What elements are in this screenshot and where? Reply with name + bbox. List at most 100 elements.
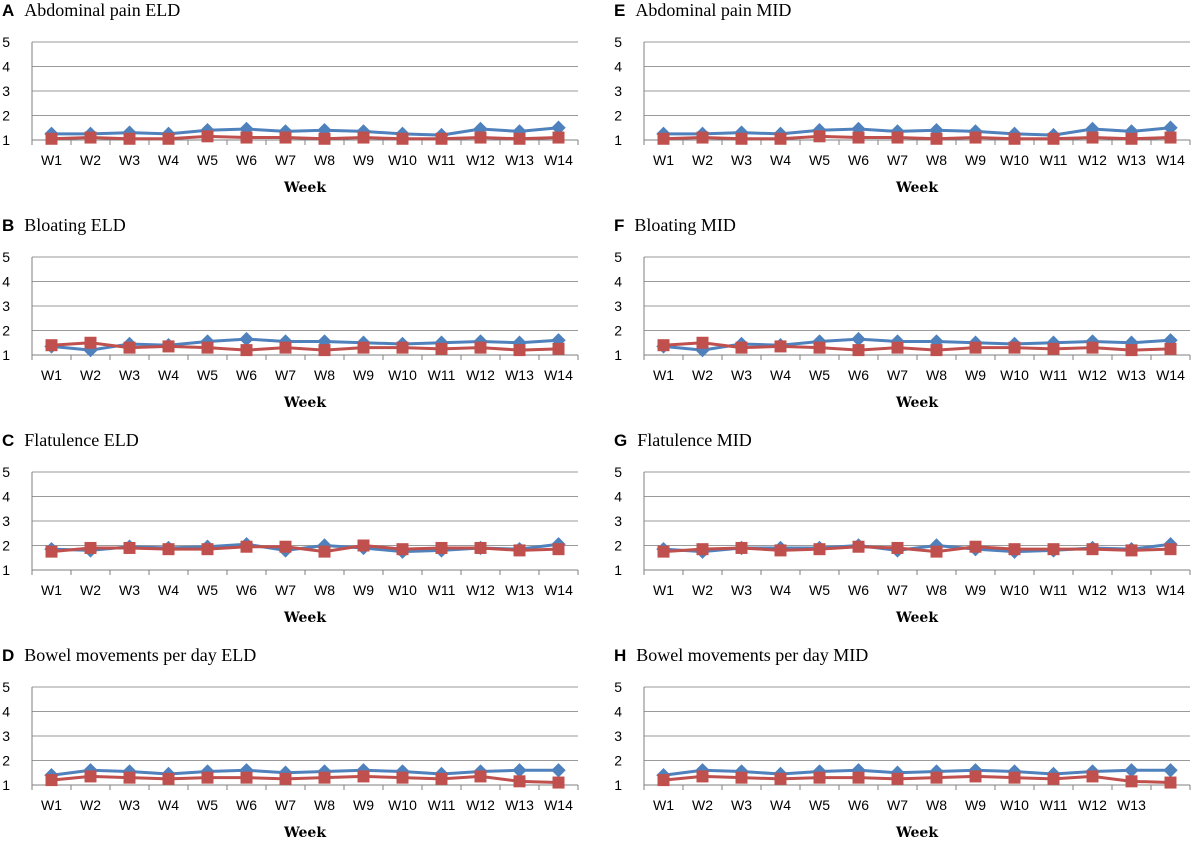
panel-title: B Bloating ELD	[2, 215, 126, 236]
y-tick-label: 2	[614, 108, 622, 124]
data-point-square	[435, 772, 448, 785]
x-tick-label: W12	[466, 582, 495, 598]
data-point-square	[279, 540, 292, 553]
panel-letter: B	[2, 216, 15, 235]
data-point-square	[240, 771, 253, 784]
x-tick-label: W9	[965, 797, 986, 813]
data-point-square	[279, 341, 292, 354]
data-point-square	[1008, 132, 1021, 145]
x-tick-label: W7	[275, 582, 296, 598]
data-point-square	[969, 540, 982, 553]
chart-bowel-movements-eld: 1 2 3 4 5 W1 W2 W3 W4 W5 W6 W7 W8 W9 W10 W11 W12 W13 W14 We…	[2, 679, 579, 841]
x-tick-label: W3	[119, 582, 140, 598]
x-tick-label: W1	[653, 582, 674, 598]
y-tick-label: 1	[614, 777, 622, 793]
data-point-square	[123, 541, 136, 554]
data-point-square	[279, 131, 292, 144]
y-tick-label: 3	[2, 513, 10, 529]
data-point-square	[1047, 132, 1060, 145]
y-tick-label: 3	[614, 513, 622, 529]
x-tick-label: W12	[466, 152, 495, 168]
panel-title: D Bowel movements per day ELD	[2, 645, 256, 666]
data-point-square	[696, 336, 709, 349]
data-point-square	[84, 541, 97, 554]
y-tick-label: 5	[614, 34, 622, 50]
data-point-diamond	[551, 763, 566, 778]
panel-name: Flatulence ELD	[24, 430, 139, 450]
panel-letter: E	[614, 1, 626, 20]
x-tick-label: W4	[158, 797, 179, 813]
panel-title: G Flatulence MID	[614, 430, 752, 451]
panel-name: Flatulence MID	[637, 430, 752, 450]
y-tick-label: 4	[614, 274, 622, 290]
x-tick-label: W11	[1040, 367, 1068, 383]
y-tick-label: 1	[614, 562, 622, 578]
data-point-square	[240, 344, 253, 357]
data-point-square	[45, 774, 58, 787]
data-point-square	[552, 131, 565, 144]
x-tick-label: W14	[544, 152, 573, 168]
data-point-square	[930, 771, 943, 784]
x-tick-label: W8	[314, 367, 335, 383]
x-tick-label: W10	[388, 367, 417, 383]
data-point-square	[930, 545, 943, 558]
data-point-square	[930, 344, 943, 357]
y-tick-label: 3	[614, 728, 622, 744]
x-tick-label: W6	[848, 797, 869, 813]
chart-bloating-eld: 1 2 3 4 5 W1 W2 W3 W4 W5 W6 W7 W8 W9 W10 W11 W12 W13 W14 We…	[2, 249, 579, 411]
data-point-square	[84, 770, 97, 783]
y-tick-label: 4	[614, 59, 622, 75]
y-tick-label: 2	[614, 753, 622, 769]
data-point-square	[201, 341, 214, 354]
x-tick-label: W2	[692, 797, 713, 813]
data-point-square	[1125, 132, 1138, 145]
data-point-square	[357, 770, 370, 783]
x-tick-label: W4	[770, 152, 791, 168]
y-tick-label: 5	[614, 679, 622, 695]
data-point-square	[852, 540, 865, 553]
data-point-square	[969, 770, 982, 783]
data-point-square	[474, 770, 487, 783]
panel-letter: H	[614, 646, 627, 665]
data-point-square	[657, 132, 670, 145]
data-point-square	[696, 543, 709, 556]
x-tick-label: W1	[41, 367, 62, 383]
x-tick-label: W3	[119, 152, 140, 168]
x-tick-label: W4	[158, 152, 179, 168]
panel-c: C Flatulence ELD 1 2 3 4 5 W1 W2 W3 W4 W5 W6 W7 W8 W9 W…	[0, 430, 580, 640]
x-tick-label: W6	[236, 797, 257, 813]
data-point-diamond	[239, 331, 254, 347]
x-tick-label: W6	[236, 152, 257, 168]
x-tick-label: W7	[887, 582, 908, 598]
x-tick-label: W13	[1117, 367, 1146, 383]
chart-abdominal-pain-eld: 1 2 3 4 5 W1 W2 W3 W4 W5 W6 W7 W8 W9 W10 W11 W12 W13 W14 We…	[2, 34, 579, 196]
x-tick-label: W2	[692, 367, 713, 383]
x-tick-label: W8	[314, 797, 335, 813]
x-tick-label: W10	[1000, 582, 1029, 598]
data-point-square	[735, 341, 748, 354]
data-point-square	[45, 545, 58, 558]
x-tick-label: W7	[275, 797, 296, 813]
x-tick-label: W7	[275, 152, 296, 168]
y-tick-label: 1	[2, 347, 10, 363]
panel-title: C Flatulence ELD	[2, 430, 139, 451]
x-tick-label: W1	[653, 152, 674, 168]
x-tick-label: W9	[965, 152, 986, 168]
data-point-square	[474, 341, 487, 354]
data-point-square	[735, 541, 748, 554]
data-point-square	[123, 132, 136, 145]
panel-f: F Bloating MID 1 2 3 4 5 W1 W2 W3 W4 W5 W6 W7 W8 W9 W10…	[612, 215, 1192, 425]
x-tick-label: W6	[236, 367, 257, 383]
data-point-square	[1086, 341, 1099, 354]
panel-name: Bowel movements per day MID	[636, 645, 869, 665]
y-tick-label: 3	[2, 83, 10, 99]
data-point-square	[735, 132, 748, 145]
data-point-square	[969, 341, 982, 354]
series-line-2	[663, 774, 1171, 785]
x-tick-label: W4	[770, 797, 791, 813]
y-tick-label: 4	[614, 704, 622, 720]
data-point-square	[396, 771, 409, 784]
panel-e: E Abdominal pain MID 1 2 3 4 5 W1 W2 W3 W4 W5 W6 W7 W…	[612, 0, 1192, 210]
x-tick-label: W3	[731, 152, 752, 168]
x-tick-label: W10	[1000, 797, 1029, 813]
